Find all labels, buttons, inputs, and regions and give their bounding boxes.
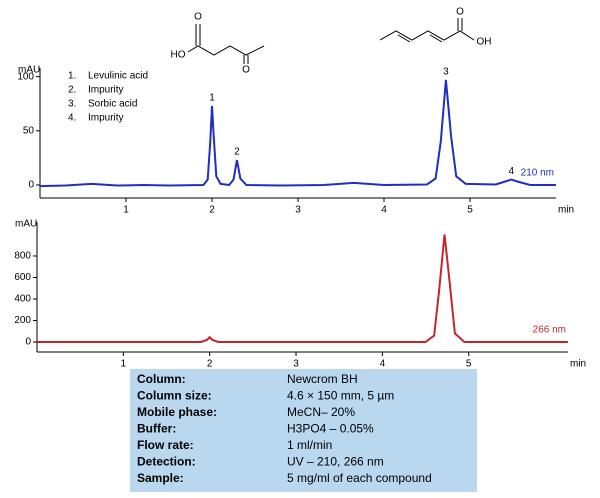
- x-tick-label: 5: [466, 359, 472, 370]
- conditions-table: Column: Newcrom BH Column size: 4.6 × 150 m…: [137, 372, 432, 485]
- y-tick-label: 400: [14, 294, 31, 305]
- x-axis-label: min: [558, 205, 574, 216]
- levulinic-acid-structure: [187, 24, 265, 64]
- peak-number: 3.: [68, 99, 76, 110]
- bond: [187, 45, 265, 56]
- peak-label: 2: [234, 147, 240, 158]
- peak-name: Sorbic acid: [88, 99, 137, 110]
- x-tick-label: 5: [467, 205, 473, 216]
- atom-label: OH: [477, 37, 492, 48]
- x-tick-label: 1: [123, 205, 129, 216]
- atom-label: O: [242, 65, 250, 76]
- peak-label: 1: [209, 93, 215, 104]
- sorbic-acid-structure: [379, 18, 475, 43]
- peak-label: 3: [443, 67, 449, 78]
- series-label: 210 nm: [521, 168, 554, 179]
- bond: [397, 34, 411, 43]
- x-tick-label: 3: [295, 205, 301, 216]
- y-tick-label: 0: [28, 180, 34, 191]
- x-tick-label: 2: [209, 205, 215, 216]
- y-tick-label: 0: [25, 337, 31, 348]
- peak-name: Levulinic acid: [88, 71, 148, 82]
- row-label: Sample:: [137, 471, 184, 485]
- atom-label: HO: [171, 50, 186, 61]
- bond: [379, 30, 475, 41]
- trace: [39, 79, 556, 188]
- x-tick-label: 2: [207, 359, 213, 370]
- row-label: Mobile phase:: [137, 405, 217, 419]
- x-tick-label: 4: [381, 205, 387, 216]
- y-tick-label: 100: [17, 71, 34, 82]
- y-axis-label: mAU: [18, 65, 40, 76]
- peak-number: 4.: [68, 113, 76, 124]
- row-value: Newcrom BH: [287, 372, 358, 386]
- row-value: 1 ml/min: [287, 438, 332, 452]
- y-tick-label: 800: [14, 251, 31, 262]
- row-value: UV – 210, 266 nm: [287, 455, 384, 469]
- x-axis-label: min: [570, 359, 586, 370]
- y-tick-label: 600: [14, 272, 31, 283]
- y-tick-label: 200: [14, 315, 31, 326]
- atom-label: O: [456, 7, 464, 18]
- row-value: 4.6 × 150 mm, 5 µm: [287, 389, 394, 403]
- trace: [37, 234, 568, 343]
- row-label: Buffer:: [137, 422, 176, 436]
- peak-name: Impurity: [88, 85, 124, 96]
- bond: [429, 34, 443, 43]
- y-tick-label: 50: [23, 125, 35, 136]
- row-label: Flow rate:: [137, 438, 194, 452]
- conditions-box: [130, 369, 477, 492]
- x-tick-label: 1: [121, 359, 127, 370]
- y-axis-label: mAU: [15, 219, 37, 230]
- peak-label: 4: [508, 166, 514, 177]
- x-tick-label: 3: [293, 359, 299, 370]
- row-value: 5 mg/ml of each compound: [287, 471, 432, 485]
- peak-name: Impurity: [88, 113, 124, 124]
- row-label: Column size:: [137, 389, 212, 403]
- x-tick-label: 4: [380, 359, 386, 370]
- row-value: MeCN– 20%: [287, 405, 355, 419]
- row-label: Column:: [137, 372, 186, 386]
- series-label: 266 nm: [533, 325, 566, 336]
- row-value: H3PO4 – 0.05%: [287, 422, 374, 436]
- peak-number: 2.: [68, 85, 76, 96]
- row-label: Detection:: [137, 455, 196, 469]
- peak-number: 1.: [68, 71, 76, 82]
- atom-label: O: [194, 12, 202, 23]
